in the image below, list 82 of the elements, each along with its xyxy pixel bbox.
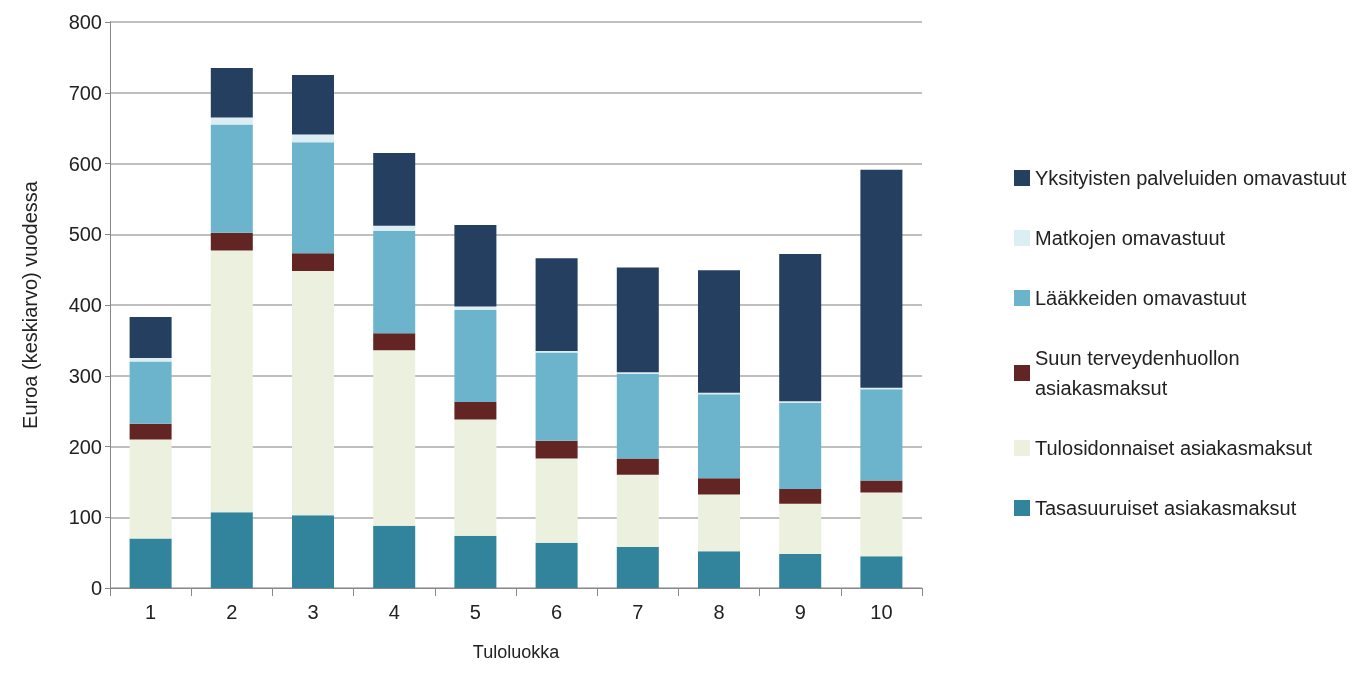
bar bbox=[616, 546, 659, 588]
bar bbox=[292, 75, 334, 135]
y-axis-title: Euroa (keskiarvo) vuodessa bbox=[19, 180, 41, 429]
bar bbox=[373, 525, 416, 588]
bar bbox=[698, 494, 740, 552]
bar bbox=[373, 350, 416, 526]
y-tick-label: 400 bbox=[68, 294, 102, 316]
x-tick-label: 7 bbox=[632, 601, 644, 623]
bar bbox=[860, 492, 903, 557]
bar bbox=[129, 361, 172, 424]
bar bbox=[860, 480, 903, 493]
bar bbox=[210, 250, 253, 513]
bar bbox=[292, 142, 334, 254]
x-tick-label: 10 bbox=[870, 601, 893, 623]
x-tick-label: 8 bbox=[713, 601, 725, 623]
legend-label: Suun terveydenhuollon asiakasmaksut bbox=[1035, 347, 1246, 399]
x-axis-title: Tuloluokka bbox=[472, 642, 561, 662]
bar bbox=[535, 458, 578, 543]
y-tick-label: 700 bbox=[68, 81, 102, 104]
bar bbox=[292, 253, 334, 272]
bar bbox=[373, 225, 416, 231]
x-tick-label: 3 bbox=[307, 601, 319, 623]
bar bbox=[129, 538, 172, 588]
bar bbox=[129, 423, 172, 440]
bar bbox=[779, 254, 822, 402]
bar bbox=[535, 542, 578, 588]
bar bbox=[860, 389, 903, 481]
bar bbox=[698, 478, 740, 495]
bar bbox=[698, 551, 740, 588]
bar bbox=[535, 352, 578, 441]
bar bbox=[779, 488, 822, 504]
bar bbox=[129, 439, 172, 539]
y-tick-label: 500 bbox=[68, 223, 102, 246]
bar bbox=[210, 232, 253, 251]
x-tick-label: 1 bbox=[145, 601, 157, 623]
bar bbox=[454, 419, 497, 536]
bar bbox=[454, 225, 497, 307]
y-tick-label: 0 bbox=[90, 577, 102, 599]
bar bbox=[129, 358, 172, 362]
legend-label: Matkojen omavastuut bbox=[1035, 227, 1226, 249]
bar bbox=[373, 230, 416, 334]
legend-label: Tulosidonnaiset asiakasmaksut bbox=[1035, 437, 1313, 459]
bar bbox=[210, 124, 253, 233]
x-tick-label: 9 bbox=[794, 601, 806, 623]
y-tick-label: 300 bbox=[68, 364, 102, 387]
bar bbox=[373, 152, 416, 226]
bar bbox=[535, 258, 578, 351]
bar bbox=[210, 512, 253, 588]
bar bbox=[454, 401, 497, 420]
bar bbox=[779, 503, 822, 555]
bar bbox=[860, 169, 903, 388]
bar bbox=[373, 333, 416, 351]
bar bbox=[535, 440, 578, 459]
bar bbox=[616, 458, 659, 475]
y-tick-label: 800 bbox=[68, 11, 102, 33]
legend-label: Yksityisten palveluiden omavastuut bbox=[1035, 167, 1347, 189]
bar bbox=[698, 394, 740, 479]
bar bbox=[616, 474, 659, 547]
bar bbox=[616, 267, 659, 373]
x-tick-label: 4 bbox=[388, 601, 400, 623]
legend-label: Lääkkeiden omavastuut bbox=[1035, 287, 1247, 309]
bar bbox=[454, 309, 497, 402]
x-tick-label: 5 bbox=[469, 601, 481, 623]
bar bbox=[616, 373, 659, 459]
bar bbox=[129, 317, 172, 359]
bar bbox=[698, 270, 740, 393]
y-tick-label: 600 bbox=[68, 152, 102, 175]
y-tick-label: 200 bbox=[68, 435, 102, 458]
x-tick-label: 6 bbox=[551, 601, 563, 623]
bar bbox=[292, 134, 334, 143]
bar bbox=[454, 306, 497, 310]
bar bbox=[779, 402, 822, 489]
bar bbox=[292, 515, 334, 588]
bar bbox=[210, 67, 253, 118]
bar bbox=[779, 554, 822, 588]
bar bbox=[292, 271, 334, 516]
y-tick-label: 100 bbox=[68, 506, 102, 529]
x-tick-label: 2 bbox=[226, 601, 238, 623]
bar bbox=[454, 535, 497, 588]
bar bbox=[860, 556, 903, 588]
legend-label: Tasasuuruiset asiakasmaksut bbox=[1035, 497, 1297, 519]
bar bbox=[210, 117, 253, 125]
